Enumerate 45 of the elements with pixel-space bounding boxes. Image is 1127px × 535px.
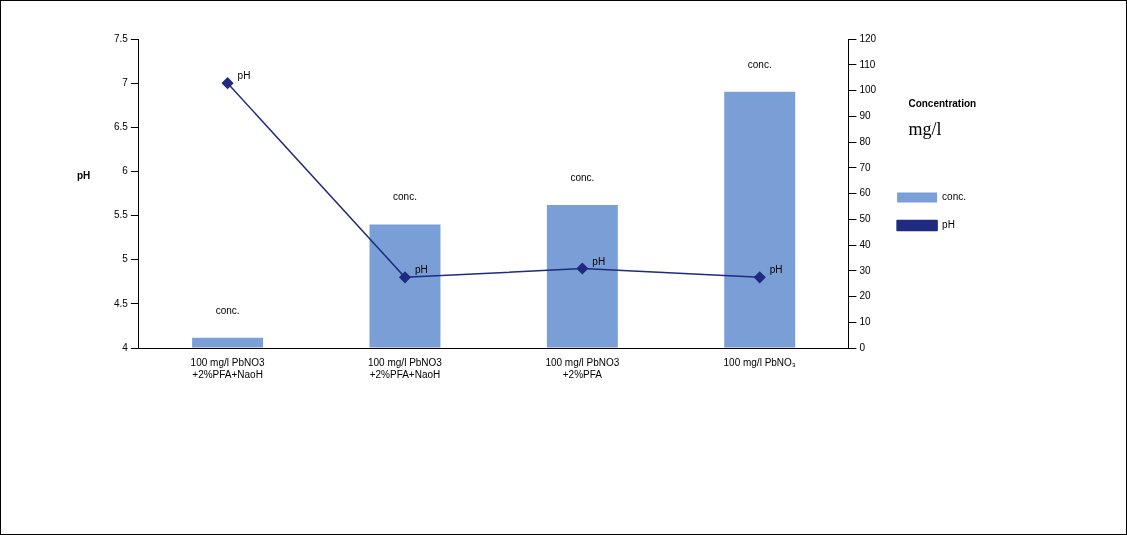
bar <box>724 91 796 348</box>
point <box>399 271 411 284</box>
x-tick-label: 100 mg/l PbNO3 +2%PFA <box>545 356 620 380</box>
x-tick-label: 100 mg/l PbNO3 +2%PFA+NaoH <box>190 356 265 380</box>
x-tick-label: 100 mg/l PbNO₃ <box>723 356 796 368</box>
data-label: pH <box>237 70 251 82</box>
y2-tick-label: 90 <box>859 110 871 121</box>
data-label: conc. <box>570 172 595 184</box>
y2-tick-label: 120 <box>859 32 877 44</box>
legend-label: conc. <box>942 191 966 203</box>
data-label: conc. <box>215 304 240 316</box>
point <box>753 271 766 284</box>
data-label: pH <box>414 264 428 276</box>
y2-tick-label: 50 <box>859 213 871 224</box>
data-label: conc. <box>393 191 417 203</box>
bar <box>369 224 441 348</box>
y2-tick-label: 60 <box>859 187 871 199</box>
y2-tick-label: 80 <box>859 135 871 147</box>
bar <box>192 337 264 348</box>
y-tick-label: 6.5 <box>114 121 129 133</box>
y-tick-label: 4.5 <box>114 297 129 309</box>
data-label: pH <box>769 264 783 276</box>
point <box>576 262 589 275</box>
y2-tick-label: 30 <box>859 264 871 276</box>
point <box>221 77 234 89</box>
y-tick-label: 4 <box>122 341 129 353</box>
y2-axis-title: Concentration mg/l <box>908 98 977 139</box>
y2-tick-label: 10 <box>859 316 871 327</box>
y-tick-label: 5 <box>122 253 129 265</box>
y2-tick-label: 70 <box>859 161 871 173</box>
y2-tick-label: 20 <box>859 290 871 302</box>
data-label: conc. <box>747 58 772 70</box>
y2-tick-label: 100 <box>859 84 877 96</box>
y-axis-title: pH <box>76 170 91 181</box>
bar <box>546 205 618 348</box>
legend-label: pH <box>942 219 955 231</box>
y2-tick-label: 110 <box>859 58 876 70</box>
y-tick-label: 6 <box>122 165 129 177</box>
y-tick-label: 5.5 <box>114 209 129 221</box>
data-label: pH <box>592 255 606 267</box>
x-tick-label: 100 mg/l PbNO3 +2%PFA+NaoH <box>368 356 443 380</box>
y-tick-label: 7.5 <box>114 32 129 44</box>
y-tick-label: 7 <box>122 76 129 88</box>
y2-tick-label: 40 <box>859 238 871 250</box>
y2-tick-label: 0 <box>859 341 866 353</box>
